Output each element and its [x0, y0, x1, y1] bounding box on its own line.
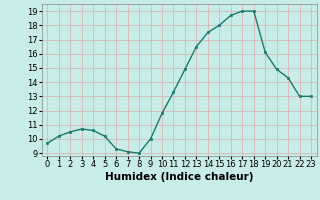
X-axis label: Humidex (Indice chaleur): Humidex (Indice chaleur) [105, 172, 253, 182]
